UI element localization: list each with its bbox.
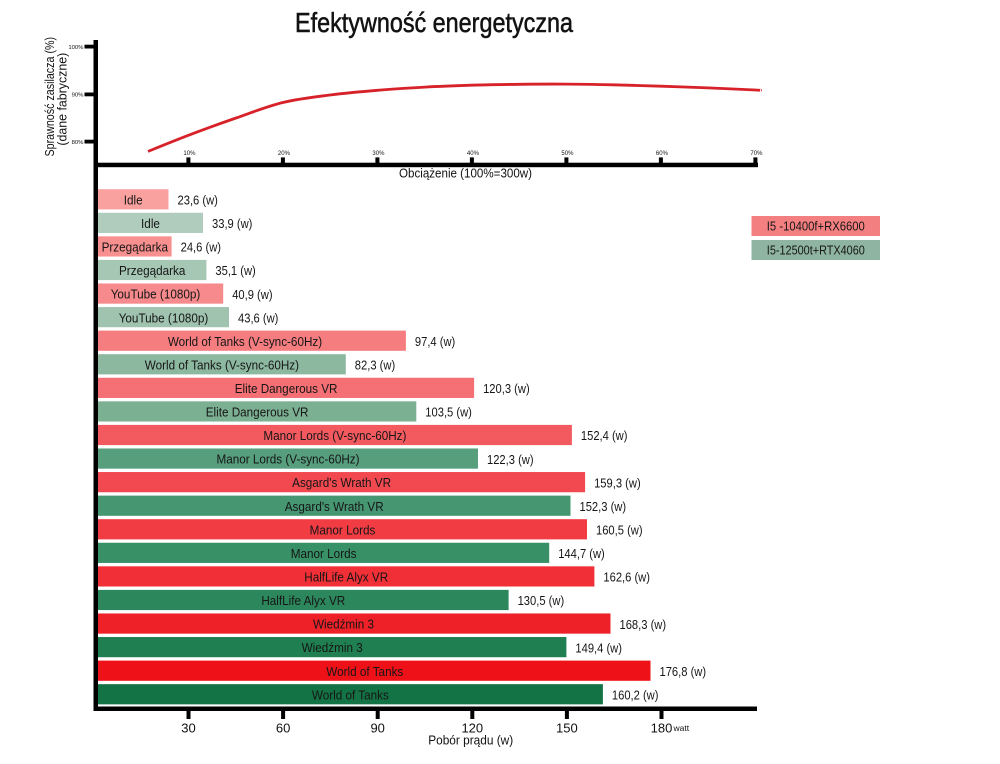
svg-text:World of Tanks: World of Tanks xyxy=(326,664,403,679)
svg-text:60: 60 xyxy=(276,721,290,736)
svg-text:103,5 (w): 103,5 (w) xyxy=(425,405,472,420)
svg-text:70%: 70% xyxy=(750,151,763,157)
svg-text:YouTube (1080p): YouTube (1080p) xyxy=(119,310,209,325)
svg-text:43,6 (w): 43,6 (w) xyxy=(238,310,278,325)
svg-text:YouTube (1080p): YouTube (1080p) xyxy=(111,287,201,302)
svg-text:I5-12500t+RTX4060: I5-12500t+RTX4060 xyxy=(767,243,865,258)
svg-text:Sprawność zasilacza (%): Sprawność zasilacza (%) xyxy=(43,37,57,157)
svg-text:watt: watt xyxy=(673,723,690,733)
svg-text:30: 30 xyxy=(181,721,195,736)
svg-text:80%: 80% xyxy=(72,140,85,146)
svg-text:35,1 (w): 35,1 (w) xyxy=(215,263,255,278)
svg-text:168,3 (w): 168,3 (w) xyxy=(620,617,667,632)
svg-text:130,5 (w): 130,5 (w) xyxy=(518,593,565,608)
svg-text:149,4 (w): 149,4 (w) xyxy=(575,640,622,655)
svg-text:97,4 (w): 97,4 (w) xyxy=(415,334,455,349)
svg-text:50%: 50% xyxy=(561,151,574,157)
svg-text:90: 90 xyxy=(370,721,384,736)
svg-text:120,3 (w): 120,3 (w) xyxy=(483,381,530,396)
svg-text:40,9 (w): 40,9 (w) xyxy=(232,287,272,302)
svg-text:162,6 (w): 162,6 (w) xyxy=(603,570,650,585)
svg-text:Pobór prądu (w): Pobór prądu (w) xyxy=(428,732,513,747)
svg-text:Manor Lords: Manor Lords xyxy=(310,522,376,537)
svg-text:40%: 40% xyxy=(467,151,480,157)
svg-text:60%: 60% xyxy=(656,151,669,157)
svg-text:160,2 (w): 160,2 (w) xyxy=(612,687,659,702)
svg-text:82,3 (w): 82,3 (w) xyxy=(355,357,395,372)
svg-text:Manor Lords: Manor Lords xyxy=(291,546,357,561)
svg-text:176,8 (w): 176,8 (w) xyxy=(660,664,707,679)
svg-text:24,6 (w): 24,6 (w) xyxy=(181,240,221,255)
svg-text:Asgard's Wrath VR: Asgard's Wrath VR xyxy=(292,475,391,490)
svg-text:Przegądarka: Przegądarka xyxy=(119,263,186,278)
svg-text:20%: 20% xyxy=(278,151,291,157)
svg-text:33,9 (w): 33,9 (w) xyxy=(212,216,252,231)
svg-text:122,3 (w): 122,3 (w) xyxy=(487,452,534,467)
svg-text:160,5 (w): 160,5 (w) xyxy=(596,522,643,537)
svg-text:10%: 10% xyxy=(183,151,196,157)
svg-text:World of Tanks (V-sync-60Hz): World of Tanks (V-sync-60Hz) xyxy=(168,334,322,349)
svg-text:120: 120 xyxy=(461,721,483,736)
svg-text:Elite Dangerous VR: Elite Dangerous VR xyxy=(206,405,309,420)
svg-text:180: 180 xyxy=(651,721,673,736)
svg-text:Obciążenie (100%=300w): Obciążenie (100%=300w) xyxy=(399,166,532,181)
svg-text:100%: 100% xyxy=(68,45,84,51)
svg-text:Asgard's Wrath VR: Asgard's Wrath VR xyxy=(285,499,384,514)
svg-text:159,3 (w): 159,3 (w) xyxy=(594,475,641,490)
svg-text:HalfLife Alyx VR: HalfLife Alyx VR xyxy=(304,570,388,585)
svg-text:Wiedźmin 3: Wiedźmin 3 xyxy=(302,640,363,655)
svg-text:World of Tanks: World of Tanks xyxy=(312,687,389,702)
svg-text:23,6 (w): 23,6 (w) xyxy=(178,193,218,208)
svg-text:152,3 (w): 152,3 (w) xyxy=(580,499,627,514)
svg-text:I5 -10400f+RX6600: I5 -10400f+RX6600 xyxy=(767,219,865,234)
svg-text:Elite Dangerous VR: Elite Dangerous VR xyxy=(235,381,338,396)
svg-text:150: 150 xyxy=(556,721,578,736)
svg-text:Efektywność energetyczna: Efektywność energetyczna xyxy=(295,7,573,38)
svg-text:152,4 (w): 152,4 (w) xyxy=(581,428,628,443)
svg-text:Idle: Idle xyxy=(141,216,160,231)
svg-text:HalfLife Alyx VR: HalfLife Alyx VR xyxy=(261,593,345,608)
svg-text:144,7 (w): 144,7 (w) xyxy=(558,546,605,561)
svg-text:(dane fabryczne): (dane fabryczne) xyxy=(55,53,69,146)
svg-text:Przegądarka: Przegądarka xyxy=(102,240,169,255)
svg-text:Manor Lords (V-sync-60Hz): Manor Lords (V-sync-60Hz) xyxy=(216,452,359,467)
svg-text:30%: 30% xyxy=(372,151,385,157)
svg-text:Idle: Idle xyxy=(124,192,143,207)
svg-text:World of Tanks (V-sync-60Hz): World of Tanks (V-sync-60Hz) xyxy=(145,357,299,372)
svg-text:90%: 90% xyxy=(72,93,85,99)
svg-text:Wiedźmin 3: Wiedźmin 3 xyxy=(313,617,374,632)
svg-text:Manor Lords (V-sync-60Hz): Manor Lords (V-sync-60Hz) xyxy=(263,428,406,443)
